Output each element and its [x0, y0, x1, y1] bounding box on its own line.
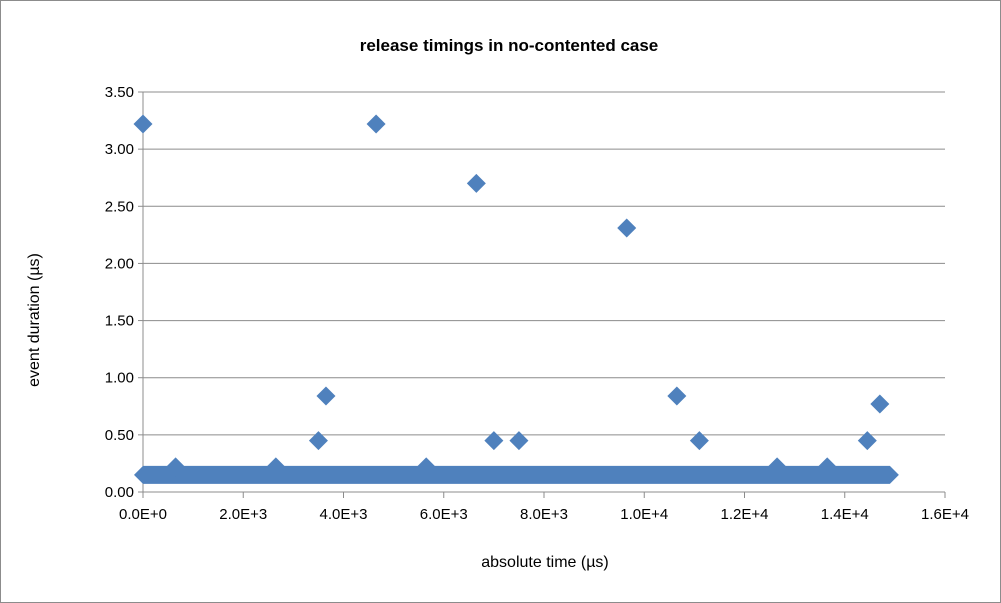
x-tick-label: 6.0E+3: [420, 506, 468, 523]
data-point: [467, 174, 486, 193]
data-point: [617, 219, 636, 238]
y-tick-label: 0.00: [105, 484, 134, 501]
y-tick-label: 2.50: [105, 198, 134, 215]
x-tick-label: 8.0E+3: [520, 506, 568, 523]
gridlines: [143, 92, 945, 435]
x-tick-label: 1.0E+4: [620, 506, 668, 523]
data-point: [858, 431, 877, 450]
x-tick-label: 0.0E+0: [119, 506, 167, 523]
data-points: [134, 115, 890, 477]
y-tick-label: 0.50: [105, 427, 134, 444]
x-tick-label: 1.6E+4: [921, 506, 969, 523]
x-axis-label: absolute time (µs): [481, 554, 608, 571]
x-tick-label: 4.0E+3: [320, 506, 368, 523]
y-tick-label: 1.00: [105, 370, 134, 387]
chart-title: release timings in no-contented case: [360, 36, 659, 55]
data-point: [367, 115, 386, 134]
x-tick-label: 1.2E+4: [721, 506, 769, 523]
data-point: [316, 387, 335, 406]
x-tick-label: 1.4E+4: [821, 506, 869, 523]
data-point: [690, 431, 709, 450]
tick-labels: 0.00 0.50 1.00 1.50 2.00 2.50 3.00 3.50 0.0E+0 2.…: [105, 84, 969, 523]
data-point: [667, 387, 686, 406]
data-point: [134, 115, 153, 134]
y-tick-label: 3.00: [105, 141, 134, 158]
data-point: [509, 431, 528, 450]
y-tick-label: 2.00: [105, 255, 134, 272]
y-axis-label: event duration (µs): [26, 253, 43, 387]
data-point: [309, 431, 328, 450]
y-tick-label: 3.50: [105, 84, 134, 101]
x-tick-label: 2.0E+3: [219, 506, 267, 523]
data-point: [484, 431, 503, 450]
data-point: [870, 395, 889, 414]
axes: [138, 92, 945, 498]
y-tick-label: 1.50: [105, 313, 134, 330]
